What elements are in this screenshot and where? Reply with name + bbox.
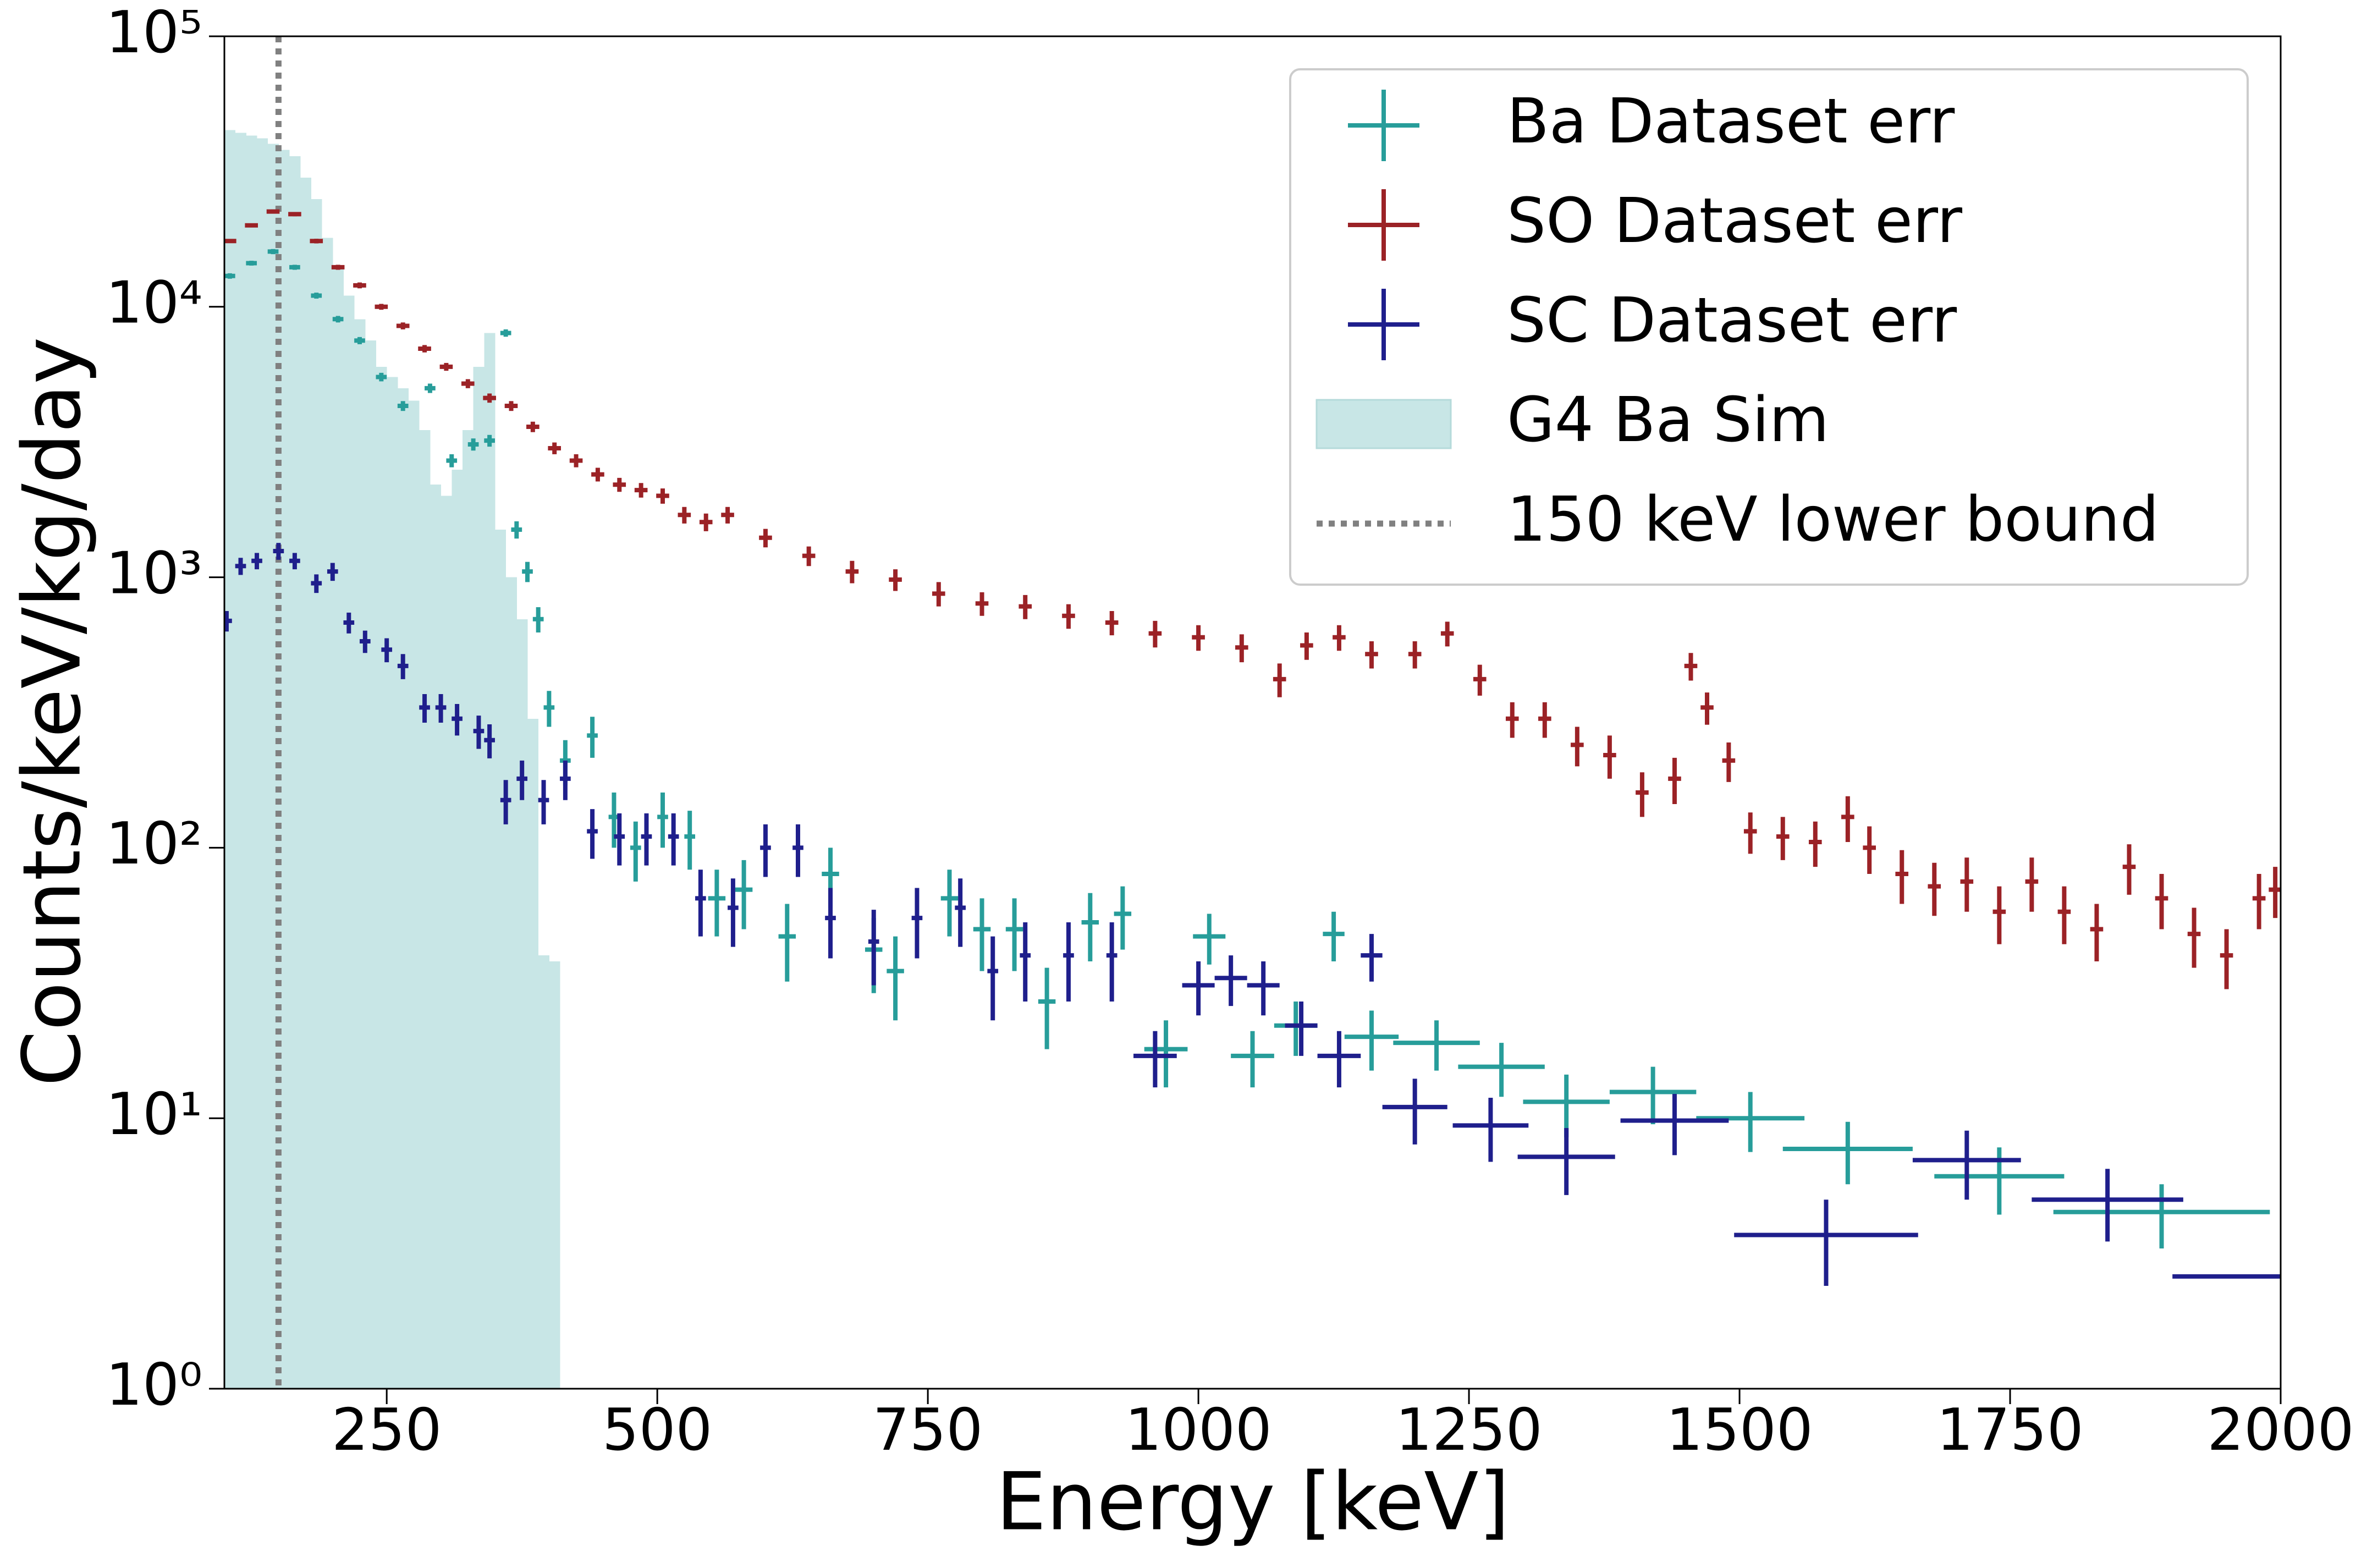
sim-bar: [430, 485, 442, 1389]
sim-bar: [549, 961, 560, 1389]
sim-bar: [311, 199, 322, 1389]
legend-text: Ba Dataset err: [1507, 86, 1955, 157]
legend: Ba Dataset err SO Dataset err SC Dataset e…: [1289, 68, 2249, 586]
sim-bar: [289, 156, 301, 1389]
sim-bar: [473, 366, 485, 1389]
legend-marker: [1315, 399, 1452, 449]
sim-bar: [365, 340, 377, 1389]
sim-bar: [376, 366, 387, 1389]
sim-bar: [322, 238, 333, 1389]
x-tick-label: 1000: [1125, 1396, 1271, 1464]
sim-bar: [397, 388, 409, 1389]
legend-text: G4 Ba Sim: [1507, 384, 1829, 456]
sim-bar: [224, 130, 236, 1389]
legend-entry: Ba Dataset err: [1348, 86, 1955, 161]
legend-entry: 150 keV lower bound: [1317, 484, 2159, 555]
sim-bar: [494, 529, 507, 1389]
sim-bar: [462, 430, 474, 1389]
sim-bar: [300, 178, 311, 1389]
legend-text: SO Dataset err: [1507, 185, 1963, 257]
plot-frame: [223, 35, 2282, 1390]
x-tick-label: 1750: [1936, 1396, 2083, 1464]
y-axis-label: Counts/keV/kg/day: [6, 337, 99, 1087]
x-tick-label: 750: [873, 1396, 983, 1464]
sim-bar: [538, 955, 549, 1389]
sim-bar: [408, 400, 420, 1389]
y-tick-label: 10²: [106, 810, 202, 877]
sim-bar: [516, 619, 528, 1389]
axes: 250 500 750 1000 1250 1500 1750 2000 10⁰ 10¹ 10² 10…: [106, 0, 2354, 1464]
y-tick-label: 10¹: [106, 1081, 202, 1148]
sim-bar: [354, 319, 366, 1389]
x-tick-label: 1500: [1666, 1396, 1813, 1464]
sim-bar: [527, 718, 539, 1389]
sim-bar: [235, 133, 246, 1389]
sim-bar: [441, 496, 452, 1389]
sim-bar: [332, 267, 344, 1389]
legend-entry: SO Dataset err: [1348, 185, 1963, 261]
x-tick-label: 1250: [1395, 1396, 1542, 1464]
legend-box: [1289, 68, 2249, 586]
sim-bar: [246, 135, 257, 1389]
sim-bar: [505, 577, 517, 1389]
x-tick-label: 500: [602, 1396, 712, 1464]
sim-bar: [452, 469, 463, 1389]
y-tick-label: 10³: [106, 540, 202, 607]
x-tick-label: 2000: [2207, 1396, 2354, 1464]
plot-area: [224, 36, 2281, 1389]
x-tick-label: 250: [332, 1396, 442, 1464]
legend-text: SC Dataset err: [1507, 285, 1957, 356]
legend-entry: G4 Ba Sim: [1315, 384, 1829, 456]
y-tick-label: 10⁵: [106, 0, 202, 66]
sim-bar: [484, 333, 496, 1389]
sim-bar: [257, 138, 268, 1389]
sim-bar: [387, 377, 398, 1389]
sim-bar: [343, 295, 355, 1389]
y-tick-label: 10⁰: [106, 1351, 202, 1418]
legend-entry: SC Dataset err: [1348, 285, 1957, 360]
x-axis-label: Energy [keV]: [996, 1456, 1510, 1549]
legend-text: 150 keV lower bound: [1507, 484, 2159, 555]
sim-bar: [419, 430, 431, 1389]
y-tick-label: 10⁴: [106, 269, 202, 337]
